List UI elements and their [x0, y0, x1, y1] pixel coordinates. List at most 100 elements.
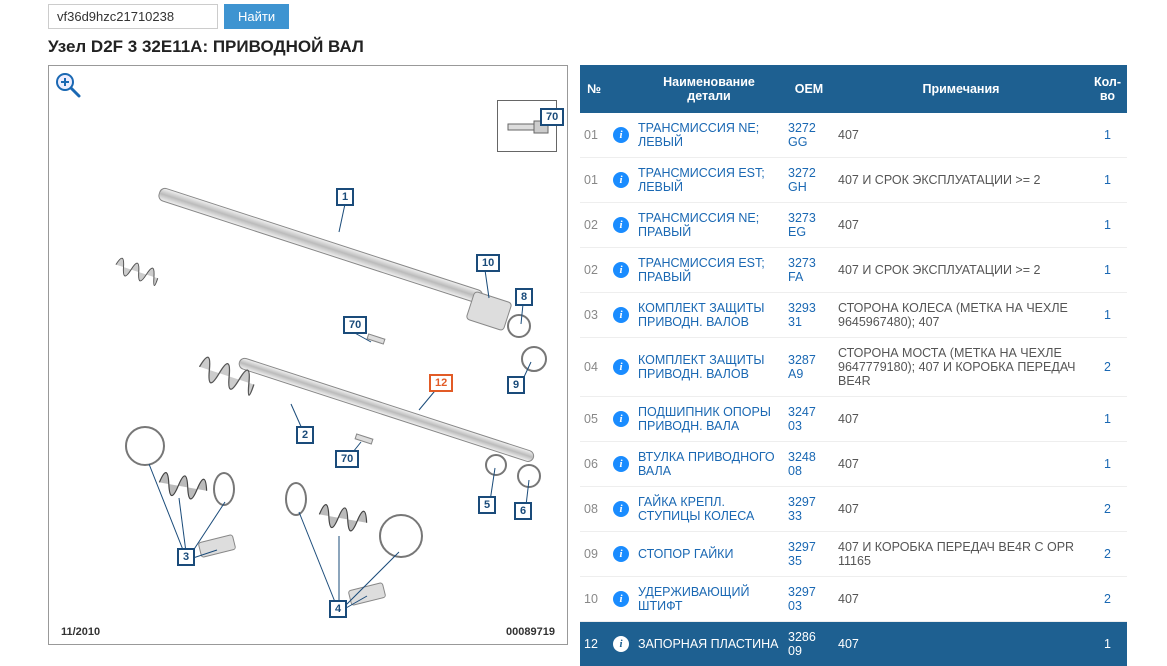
diagram-callout-12[interactable]: 12 — [429, 374, 453, 392]
cell-qty: 1 — [1088, 203, 1127, 248]
diagram-callout-70[interactable]: 70 — [540, 108, 564, 126]
info-icon[interactable]: i — [613, 359, 629, 375]
diagram-callout-10[interactable]: 10 — [476, 254, 500, 272]
oem-link[interactable]: 3293 31 — [788, 301, 816, 329]
oem-link[interactable]: 3248 08 — [788, 450, 816, 478]
diagram-callout-8[interactable]: 8 — [515, 288, 533, 306]
diagram-ring — [517, 464, 541, 488]
oem-link[interactable]: 3273 EG — [788, 211, 816, 239]
table-row[interactable]: 04iКОМПЛЕКТ ЗАЩИТЫ ПРИВОДН. ВАЛОВ3287 A9… — [580, 338, 1127, 397]
diagram-callout-6[interactable]: 6 — [514, 502, 532, 520]
table-row[interactable]: 09iСТОПОР ГАЙКИ3297 35407 И КОРОБКА ПЕРЕ… — [580, 532, 1127, 577]
th-notes: Примечания — [834, 65, 1088, 113]
table-row[interactable]: 01iТРАНСМИССИЯ NE; ЛЕВЫЙ3272 GG4071 — [580, 113, 1127, 158]
oem-link[interactable]: 3286 09 — [788, 630, 816, 658]
cell-num: 03 — [580, 293, 608, 338]
oem-link[interactable]: 3247 03 — [788, 405, 816, 433]
oem-link[interactable]: 3273 FA — [788, 256, 816, 284]
oem-link[interactable]: 3287 A9 — [788, 353, 816, 381]
cell-notes: 407 — [838, 457, 859, 471]
diagram-boot — [153, 458, 218, 515]
oem-link[interactable]: 3297 35 — [788, 540, 816, 568]
info-icon[interactable]: i — [613, 501, 629, 517]
cell-info[interactable]: i — [608, 577, 634, 622]
diagram-callout-5[interactable]: 5 — [478, 496, 496, 514]
cell-notes: 407 И КОРОБКА ПЕРЕДАЧ BE4R С OPR 11165 — [838, 540, 1074, 568]
cell-num: 08 — [580, 487, 608, 532]
cell-info[interactable]: i — [608, 338, 634, 397]
cell-qty: 1 — [1088, 158, 1127, 203]
cell-info[interactable]: i — [608, 487, 634, 532]
diagram-callout-2[interactable]: 2 — [296, 426, 314, 444]
table-row[interactable]: 01iТРАНСМИССИЯ EST; ЛЕВЫЙ3272 GH407 И СР… — [580, 158, 1127, 203]
info-icon[interactable]: i — [613, 456, 629, 472]
part-name-link[interactable]: ТРАНСМИССИЯ NE; ПРАВЫЙ — [638, 211, 759, 239]
part-name-link[interactable]: ТРАНСМИССИЯ EST; ПРАВЫЙ — [638, 256, 765, 284]
parts-table-wrap: № Наименование детали OEM Примечания Кол… — [580, 65, 1127, 666]
oem-link[interactable]: 3297 03 — [788, 585, 816, 613]
diagram-callout-4[interactable]: 4 — [329, 600, 347, 618]
parts-table: № Наименование детали OEM Примечания Кол… — [580, 65, 1127, 666]
cell-info[interactable]: i — [608, 203, 634, 248]
part-name-link[interactable]: КОМПЛЕКТ ЗАЩИТЫ ПРИВОДН. ВАЛОВ — [638, 301, 764, 329]
cell-info[interactable]: i — [608, 397, 634, 442]
table-row[interactable]: 08iГАЙКА КРЕПЛ. СТУПИЦЫ КОЛЕСА3297 33407… — [580, 487, 1127, 532]
zoom-icon[interactable] — [55, 72, 81, 101]
vin-input[interactable] — [48, 4, 218, 29]
table-row[interactable]: 02iТРАНСМИССИЯ EST; ПРАВЫЙ3273 FA407 И С… — [580, 248, 1127, 293]
th-oem: OEM — [784, 65, 834, 113]
diagram-boot — [108, 245, 166, 298]
find-button[interactable]: Найти — [224, 4, 289, 29]
part-name-link[interactable]: ЗАПОРНАЯ ПЛАСТИНА — [638, 637, 779, 651]
table-row[interactable]: 02iТРАНСМИССИЯ NE; ПРАВЫЙ3273 EG4071 — [580, 203, 1127, 248]
info-icon[interactable]: i — [613, 262, 629, 278]
part-name-link[interactable]: ВТУЛКА ПРИВОДНОГО ВАЛА — [638, 450, 775, 478]
table-row[interactable]: 12iЗАПОРНАЯ ПЛАСТИНА3286 094071 — [580, 622, 1127, 666]
info-icon[interactable]: i — [613, 172, 629, 188]
oem-link[interactable]: 3272 GG — [788, 121, 816, 149]
oem-link[interactable]: 3297 33 — [788, 495, 816, 523]
diagram-part — [198, 534, 237, 558]
cell-info[interactable]: i — [608, 622, 634, 666]
cell-num: 06 — [580, 442, 608, 487]
part-name-link[interactable]: ГАЙКА КРЕПЛ. СТУПИЦЫ КОЛЕСА — [638, 495, 754, 523]
info-icon[interactable]: i — [613, 591, 629, 607]
cell-info[interactable]: i — [608, 293, 634, 338]
cell-num: 01 — [580, 113, 608, 158]
cell-num: 02 — [580, 203, 608, 248]
cell-qty: 1 — [1088, 248, 1127, 293]
diagram-ring — [285, 482, 307, 516]
info-icon[interactable]: i — [613, 217, 629, 233]
cell-info[interactable]: i — [608, 532, 634, 577]
diagram-callout-9[interactable]: 9 — [507, 376, 525, 394]
cell-info[interactable]: i — [608, 158, 634, 203]
part-name-link[interactable]: ТРАНСМИССИЯ EST; ЛЕВЫЙ — [638, 166, 765, 194]
info-icon[interactable]: i — [613, 307, 629, 323]
table-row[interactable]: 06iВТУЛКА ПРИВОДНОГО ВАЛА3248 084071 — [580, 442, 1127, 487]
diagram-callout-1[interactable]: 1 — [336, 188, 354, 206]
cell-info[interactable]: i — [608, 442, 634, 487]
table-row[interactable]: 05iПОДШИПНИК ОПОРЫ ПРИВОДН. ВАЛА3247 034… — [580, 397, 1127, 442]
diagram-callout-70[interactable]: 70 — [343, 316, 367, 334]
info-icon[interactable]: i — [613, 636, 629, 652]
part-name-link[interactable]: ПОДШИПНИК ОПОРЫ ПРИВОДН. ВАЛА — [638, 405, 771, 433]
oem-link[interactable]: 3272 GH — [788, 166, 816, 194]
diagram-ring — [507, 314, 531, 338]
diagram-callout-70[interactable]: 70 — [335, 450, 359, 468]
table-row[interactable]: 03 i КОМПЛЕКТ ЗАЩИТЫ ПРИВОДН. ВАЛОВ 3293 31… — [580, 293, 1127, 338]
part-name-link[interactable]: СТОПОР ГАЙКИ — [638, 547, 733, 561]
part-name-link[interactable]: УДЕРЖИВАЮЩИЙ ШТИФТ — [638, 585, 749, 613]
th-info — [608, 65, 634, 113]
info-icon[interactable]: i — [613, 127, 629, 143]
diagram-callout-3[interactable]: 3 — [177, 548, 195, 566]
cell-info[interactable]: i — [608, 248, 634, 293]
info-icon[interactable]: i — [613, 546, 629, 562]
cell-qty: 2 — [1088, 577, 1127, 622]
part-name-link[interactable]: КОМПЛЕКТ ЗАЩИТЫ ПРИВОДН. ВАЛОВ — [638, 353, 764, 381]
cell-info[interactable]: i — [608, 113, 634, 158]
part-name-link[interactable]: ТРАНСМИССИЯ NE; ЛЕВЫЙ — [638, 121, 759, 149]
table-row[interactable]: 10iУДЕРЖИВАЮЩИЙ ШТИФТ3297 034072 — [580, 577, 1127, 622]
cell-notes: СТОРОНА МОСТА (МЕТКА НА ЧЕХЛЕ 9647779180… — [838, 346, 1076, 388]
diagram-ring — [379, 514, 423, 558]
info-icon[interactable]: i — [613, 411, 629, 427]
